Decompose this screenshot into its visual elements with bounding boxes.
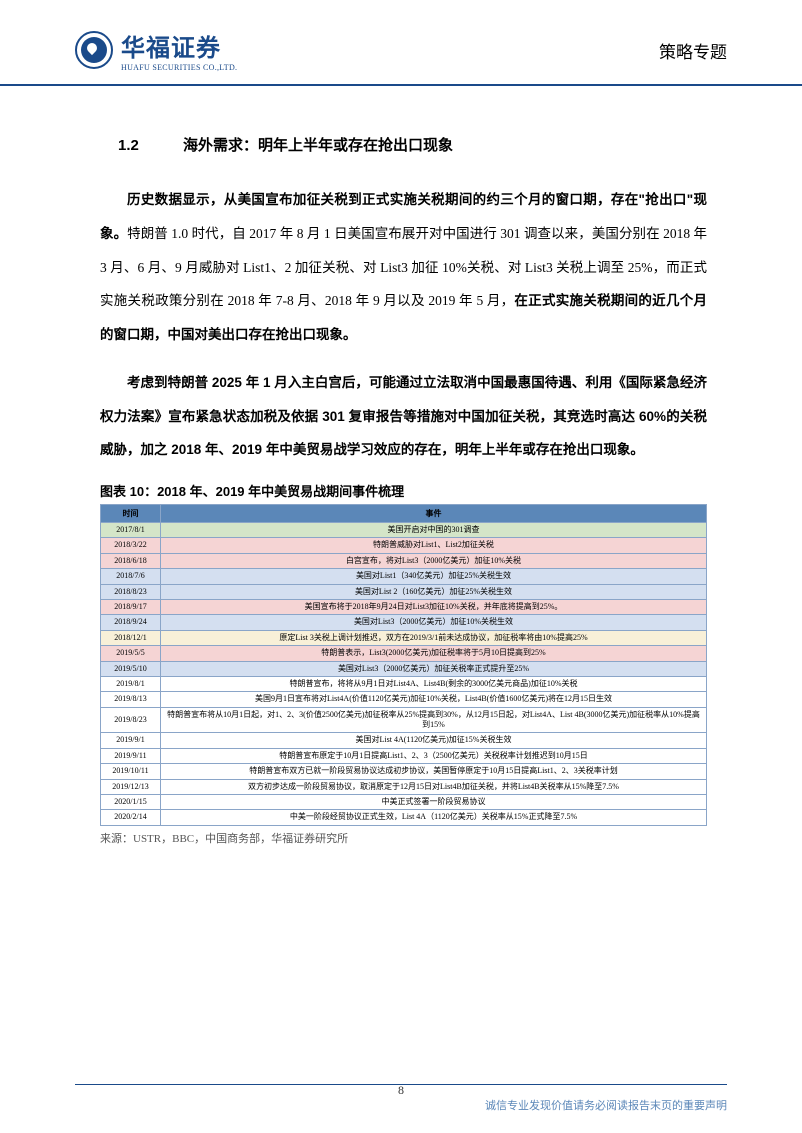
cell-date: 2018/6/18	[101, 553, 161, 568]
table-row: 2019/5/5特朗普表示，List3(2000亿美元)加征税率将于5月10日提…	[101, 646, 707, 661]
logo-cn: 华福证券	[121, 28, 237, 63]
cell-date: 2020/2/14	[101, 810, 161, 825]
cell-date: 2018/3/22	[101, 538, 161, 553]
table-row: 2017/8/1美国开启对中国的301调查	[101, 523, 707, 538]
cell-event: 美国对List 4A(1120亿美元)加征15%关税生效	[161, 733, 707, 748]
cell-event: 美国宣布将于2018年9月24日对List3加征10%关税，并年底将提高到25%…	[161, 599, 707, 614]
cell-event: 美国对List 2（160亿美元）加征25%关税生效	[161, 584, 707, 599]
table-row: 2018/8/23美国对List 2（160亿美元）加征25%关税生效	[101, 584, 707, 599]
table-row: 2019/12/13双方初步达成一阶段贸易协议，取消原定于12月15日对List…	[101, 779, 707, 794]
cell-date: 2019/5/10	[101, 661, 161, 676]
cell-date: 2018/7/6	[101, 569, 161, 584]
th-event: 事件	[161, 505, 707, 523]
cell-date: 2019/9/11	[101, 748, 161, 763]
cell-date: 2018/9/24	[101, 615, 161, 630]
logo-en: HUAFU SECURITIES CO.,LTD.	[121, 63, 237, 72]
table-row: 2018/12/1原定List 3关税上调计划推迟，双方在2019/3/1前未达…	[101, 630, 707, 645]
cell-date: 2019/8/23	[101, 707, 161, 733]
cell-event: 中美正式签署一阶段贸易协议	[161, 795, 707, 810]
table-row: 2019/9/11特朗普宣布原定于10月1日提高List1、2、3（2500亿美…	[101, 748, 707, 763]
cell-date: 2017/8/1	[101, 523, 161, 538]
table-row: 2020/1/15中美正式签署一阶段贸易协议	[101, 795, 707, 810]
paragraph-2: 考虑到特朗普 2025 年 1 月入主白宫后，可能通过立法取消中国最惠国待遇、利…	[100, 366, 707, 467]
cell-date: 2019/9/1	[101, 733, 161, 748]
cell-event: 白宫宣布，将对List3（2000亿美元）加征10%关税	[161, 553, 707, 568]
cell-event: 美国对List3（2000亿美元）加征关税率正式提升至25%	[161, 661, 707, 676]
cell-event: 特朗普宣布将从10月1日起，对1、2、3(价值2500亿美元)加征税率从25%提…	[161, 707, 707, 733]
table-row: 2019/5/10美国对List3（2000亿美元）加征关税率正式提升至25%	[101, 661, 707, 676]
table-source: 来源：USTR，BBC，中国商务部，华福证券研究所	[100, 830, 707, 846]
cell-event: 特朗普威胁对List1、List2加征关税	[161, 538, 707, 553]
table-row: 2018/6/18白宫宣布，将对List3（2000亿美元）加征10%关税	[101, 553, 707, 568]
footer-note: 诚信专业发现价值请务必阅读报告末页的重要声明	[485, 1097, 727, 1113]
section-number: 1.2	[118, 137, 183, 154]
table-row: 2019/10/11特朗普宣布双方已就一阶段贸易协议达成初步协议，美国暂停原定于…	[101, 764, 707, 779]
cell-event: 中美一阶段经贸协议正式生效，List 4A（1120亿美元）关税率从15%正式降…	[161, 810, 707, 825]
cell-date: 2018/8/23	[101, 584, 161, 599]
cell-date: 2019/5/5	[101, 646, 161, 661]
logo-icon	[75, 31, 113, 69]
cell-date: 2019/8/13	[101, 692, 161, 707]
section-heading: 1.2海外需求：明年上半年或存在抢出口现象	[118, 134, 707, 155]
cell-event: 特朗普宣布原定于10月1日提高List1、2、3（2500亿美元）关税税率计划推…	[161, 748, 707, 763]
cell-event: 特朗普宣布，将将从9月1日对List4A、List4B(剩余的3000亿美元商品…	[161, 676, 707, 691]
events-table: 时间 事件 2017/8/1美国开启对中国的301调查2018/3/22特朗普威…	[100, 504, 707, 826]
table-row: 2018/3/22特朗普威胁对List1、List2加征关税	[101, 538, 707, 553]
page-number: 8	[0, 1083, 802, 1098]
logo-area: 华福证券 HUAFU SECURITIES CO.,LTD.	[75, 28, 237, 72]
table-row: 2018/9/17美国宣布将于2018年9月24日对List3加征10%关税，并…	[101, 599, 707, 614]
paragraph-1: 历史数据显示，从美国宣布加征关税到正式实施关税期间的约三个月的窗口期，存在"抢出…	[100, 183, 707, 352]
cell-date: 2020/1/15	[101, 795, 161, 810]
th-time: 时间	[101, 505, 161, 523]
cell-event: 双方初步达成一阶段贸易协议，取消原定于12月15日对List4B加征关税，并将L…	[161, 779, 707, 794]
cell-date: 2018/9/17	[101, 599, 161, 614]
cell-event: 美国对List1（340亿美元）加征25%关税生效	[161, 569, 707, 584]
table-row: 2020/2/14中美一阶段经贸协议正式生效，List 4A（1120亿美元）关…	[101, 810, 707, 825]
cell-event: 美国对List3（2000亿美元）加征10%关税生效	[161, 615, 707, 630]
section-title: 海外需求：明年上半年或存在抢出口现象	[183, 137, 453, 154]
cell-event: 特朗普宣布双方已就一阶段贸易协议达成初步协议，美国暂停原定于10月15日提高Li…	[161, 764, 707, 779]
table-row: 2018/7/6美国对List1（340亿美元）加征25%关税生效	[101, 569, 707, 584]
content-area: 1.2海外需求：明年上半年或存在抢出口现象 历史数据显示，从美国宣布加征关税到正…	[0, 86, 802, 846]
para2-lead: 考虑到特朗普 2025 年 1 月入主白宫后，可能通过立法取消中国最惠国待遇、利…	[100, 375, 707, 458]
cell-event: 原定List 3关税上调计划推迟，双方在2019/3/1前未达成协议，加征税率将…	[161, 630, 707, 645]
cell-date: 2019/12/13	[101, 779, 161, 794]
cell-event: 特朗普表示，List3(2000亿美元)加征税率将于5月10日提高到25%	[161, 646, 707, 661]
page-header: 华福证券 HUAFU SECURITIES CO.,LTD. 策略专题	[0, 0, 802, 86]
table-row: 2019/8/23特朗普宣布将从10月1日起，对1、2、3(价值2500亿美元)…	[101, 707, 707, 733]
table-row: 2019/8/13美国9月1日宣布将对List4A(价值1120亿美元)加征10…	[101, 692, 707, 707]
header-category: 策略专题	[659, 38, 727, 63]
cell-event: 美国开启对中国的301调查	[161, 523, 707, 538]
table-title: 图表 10：2018 年、2019 年中美贸易战期间事件梳理	[100, 481, 707, 500]
cell-date: 2019/10/11	[101, 764, 161, 779]
cell-event: 美国9月1日宣布将对List4A(价值1120亿美元)加征10%关税，List4…	[161, 692, 707, 707]
table-row: 2019/9/1美国对List 4A(1120亿美元)加征15%关税生效	[101, 733, 707, 748]
cell-date: 2019/8/1	[101, 676, 161, 691]
table-row: 2018/9/24美国对List3（2000亿美元）加征10%关税生效	[101, 615, 707, 630]
table-row: 2019/8/1特朗普宣布，将将从9月1日对List4A、List4B(剩余的3…	[101, 676, 707, 691]
cell-date: 2018/12/1	[101, 630, 161, 645]
